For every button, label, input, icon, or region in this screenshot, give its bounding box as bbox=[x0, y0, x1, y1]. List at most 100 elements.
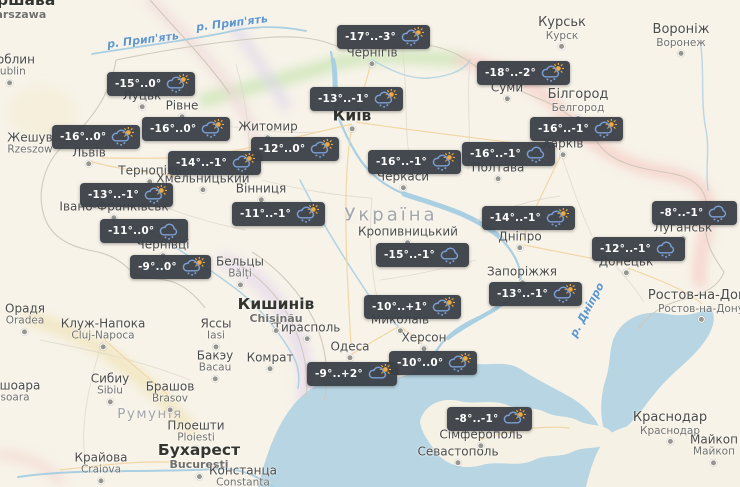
weather-badge: -16°..-1° bbox=[462, 142, 555, 166]
city-marker bbox=[454, 459, 462, 467]
temperature-range: -18°..-2° bbox=[485, 66, 536, 79]
weather-icon bbox=[447, 353, 471, 373]
weather-icon bbox=[552, 284, 576, 304]
weather-badge: -13°..-1° bbox=[310, 87, 403, 111]
temperature-range: -11°..0° bbox=[108, 224, 155, 237]
city-label: Дніпро bbox=[498, 230, 542, 252]
city-label: ВаршаваWarszawa bbox=[0, 0, 56, 22]
city-label: Ростов-на-ДонуРостов-на-Дону bbox=[648, 288, 740, 324]
weather-icon bbox=[545, 208, 569, 228]
city-marker bbox=[346, 354, 354, 362]
weather-badge: -17°..-3° bbox=[337, 25, 430, 49]
temperature-range: -17°..-3° bbox=[345, 30, 396, 43]
city-marker bbox=[503, 95, 511, 103]
weather-badge: -16°..0° bbox=[52, 125, 141, 149]
temperature-range: -13°..-1° bbox=[88, 188, 139, 201]
weather-icon bbox=[431, 152, 455, 172]
city-label: Клуж-Напока Cluj-Napoca bbox=[61, 317, 145, 351]
city-marker bbox=[368, 60, 376, 68]
city-label: Жешув Rzeszow bbox=[7, 130, 53, 156]
weather-icon bbox=[431, 297, 455, 317]
temperature-range: -15°..0° bbox=[115, 77, 162, 90]
city-marker bbox=[166, 406, 174, 414]
weather-badge: -11°..0° bbox=[100, 219, 189, 243]
weather-badge: -8°..-1° bbox=[652, 201, 738, 225]
city-label: Краснодар Краснодар bbox=[633, 410, 707, 446]
weather-icon bbox=[373, 89, 397, 109]
city-label: Крайова Craiova bbox=[74, 451, 128, 485]
temperature-range: -8°..-1° bbox=[660, 206, 704, 219]
weather-badge: -14°..-1° bbox=[168, 151, 261, 175]
weather-badge: -9°..0° bbox=[130, 255, 211, 279]
city-marker bbox=[85, 160, 93, 168]
city-label: Тирасполь bbox=[274, 321, 340, 343]
city-label: ЛюблинLublin bbox=[0, 53, 35, 87]
weather-badge: -9°..+2° bbox=[307, 362, 397, 386]
temperature-range: -16°..-1° bbox=[538, 122, 589, 135]
weather-badge: -13°..-1° bbox=[80, 183, 173, 207]
temperature-range: -15°..-1° bbox=[384, 248, 435, 261]
city-label: Брашов Brasov bbox=[146, 380, 194, 414]
city-marker bbox=[348, 125, 356, 133]
weather-icon bbox=[165, 74, 189, 94]
temperature-range: -14°..-1° bbox=[176, 156, 227, 169]
weather-icon bbox=[295, 204, 319, 224]
weather-badge: -10°..0° bbox=[389, 351, 478, 375]
temperature-range: -16°..-1° bbox=[470, 147, 521, 160]
weather-icon bbox=[181, 257, 205, 277]
city-marker bbox=[697, 316, 705, 324]
city-label: Курськ Курск bbox=[538, 15, 586, 51]
weather-icon bbox=[439, 245, 463, 265]
weather-icon bbox=[158, 221, 182, 241]
city-label: Сибиу Sibiu bbox=[91, 372, 129, 406]
city-marker bbox=[399, 184, 407, 192]
country-label-ukraine: Україна bbox=[344, 204, 438, 226]
weather-badge: -16°..-1° bbox=[368, 150, 461, 174]
city-marker bbox=[666, 438, 674, 446]
city-label: Сімферополь bbox=[439, 428, 523, 450]
weather-badge: -12°..0° bbox=[251, 137, 340, 161]
city-label: Київ bbox=[333, 107, 371, 133]
temperature-range: -9°..+2° bbox=[315, 367, 363, 380]
country-label-romania: Румунія bbox=[117, 406, 183, 422]
city-label: ТимишоараTimisoara bbox=[0, 378, 41, 404]
weather-badge: -13°..-1° bbox=[489, 282, 582, 306]
weather-badge: -14°..-1° bbox=[482, 206, 575, 230]
city-marker bbox=[199, 186, 207, 194]
city-label: Одеса bbox=[330, 340, 370, 362]
weather-icon bbox=[367, 364, 391, 384]
city-marker bbox=[494, 175, 502, 183]
temperature-range: -10°..+1° bbox=[372, 300, 428, 313]
weather-badge: -15°..0° bbox=[107, 72, 196, 96]
city-label: Орадя Oradea bbox=[5, 302, 45, 336]
city-label: Вороніж Воронеж bbox=[653, 22, 709, 58]
city-marker bbox=[710, 459, 718, 467]
city-label: Майкоп Майкоп bbox=[690, 433, 738, 467]
weather-icon bbox=[655, 239, 679, 259]
city-label: Херсон bbox=[401, 331, 447, 353]
temperature-range: -13°..-1° bbox=[318, 92, 369, 105]
weather-icon bbox=[593, 119, 617, 139]
weather-icon bbox=[143, 185, 167, 205]
weather-badge: -16°..0° bbox=[142, 117, 231, 141]
city-marker bbox=[677, 50, 685, 58]
city-label: Кишинів Chișinău bbox=[238, 295, 314, 334]
city-label: Вінниця bbox=[236, 182, 286, 204]
weather-icon bbox=[309, 139, 333, 159]
city-label: Бельцы Bălți bbox=[216, 255, 264, 289]
city-marker bbox=[303, 335, 311, 343]
city-marker bbox=[622, 269, 630, 277]
temperature-range: -16°..0° bbox=[150, 122, 197, 135]
city-marker bbox=[211, 375, 219, 383]
city-marker bbox=[212, 343, 220, 351]
weather-badge: -10°..+1° bbox=[364, 295, 462, 319]
weather-badge: -12°..-1° bbox=[592, 237, 685, 261]
city-label: Констанца Constanta bbox=[208, 463, 278, 487]
city-marker bbox=[192, 445, 200, 453]
temperature-range: -16°..-1° bbox=[376, 155, 427, 168]
city-label: Яссы Iasi bbox=[200, 317, 232, 351]
weather-icon bbox=[707, 203, 731, 223]
temperature-range: -9°..0° bbox=[138, 260, 177, 273]
weather-icon bbox=[231, 153, 255, 173]
temperature-range: -13°..-1° bbox=[497, 287, 548, 300]
